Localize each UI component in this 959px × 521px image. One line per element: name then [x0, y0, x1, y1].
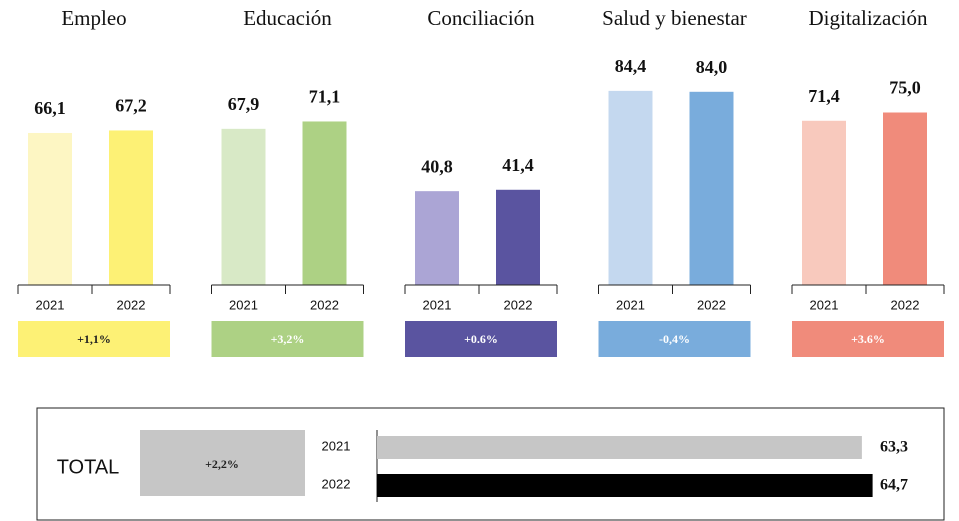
- category-label: 2021: [423, 297, 452, 312]
- value-label: 67,2: [115, 96, 147, 116]
- change-box: [18, 321, 170, 357]
- value-label: 84,0: [696, 57, 728, 77]
- value-label: 67,9: [228, 94, 260, 114]
- bar: [415, 191, 459, 285]
- change-label: +1,1%: [77, 332, 111, 346]
- bar: [802, 120, 846, 285]
- change-label: -0,4%: [659, 332, 690, 346]
- bar: [377, 436, 862, 459]
- bar: [28, 132, 72, 285]
- change-box: [140, 430, 305, 496]
- panel-title: Empleo: [61, 6, 126, 30]
- value-label: 71,1: [309, 87, 341, 107]
- value-label: 84,4: [615, 56, 647, 76]
- panel-title: Digitalización: [809, 6, 928, 30]
- value-label: 66,1: [34, 98, 66, 118]
- bar: [883, 112, 927, 285]
- panel-title: Salud y bienestar: [602, 6, 747, 30]
- bar: [221, 128, 266, 285]
- panel-title: Conciliación: [427, 6, 535, 30]
- change-box: [792, 321, 944, 357]
- bar: [608, 90, 653, 285]
- change-label: +3.6%: [851, 332, 885, 346]
- change-box: [405, 321, 557, 357]
- value-label: 71,4: [808, 86, 840, 106]
- category-label: 2021: [616, 297, 645, 312]
- value-label: 75,0: [889, 78, 921, 98]
- value-label: 40,8: [421, 156, 453, 176]
- category-label: 2021: [229, 297, 258, 312]
- change-box: [211, 321, 364, 357]
- change-label: +0.6%: [464, 332, 498, 346]
- bar: [689, 91, 734, 285]
- bar: [496, 189, 540, 285]
- category-label: 2022: [310, 297, 339, 312]
- bar: [109, 130, 153, 285]
- total-title: TOTAL: [57, 456, 120, 478]
- category-label: 2022: [891, 297, 920, 312]
- category-label: 2021: [810, 297, 839, 312]
- value-label: 64,7: [880, 477, 908, 494]
- category-label: 2022: [117, 297, 146, 312]
- category-label: 2022: [322, 476, 351, 491]
- total-frame: [36, 407, 945, 521]
- category-label: 2021: [322, 438, 351, 453]
- change-label: +3,2%: [271, 332, 305, 346]
- category-label: 2022: [504, 297, 533, 312]
- change-box: [598, 321, 751, 357]
- category-label: 2021: [36, 297, 65, 312]
- panel-title: Educación: [243, 6, 332, 30]
- category-label: 2022: [697, 297, 726, 312]
- bar: [377, 474, 873, 497]
- value-label: 63,3: [880, 439, 908, 456]
- change-label: +2,2%: [205, 457, 239, 471]
- value-label: 41,4: [502, 155, 534, 175]
- bar: [302, 121, 347, 285]
